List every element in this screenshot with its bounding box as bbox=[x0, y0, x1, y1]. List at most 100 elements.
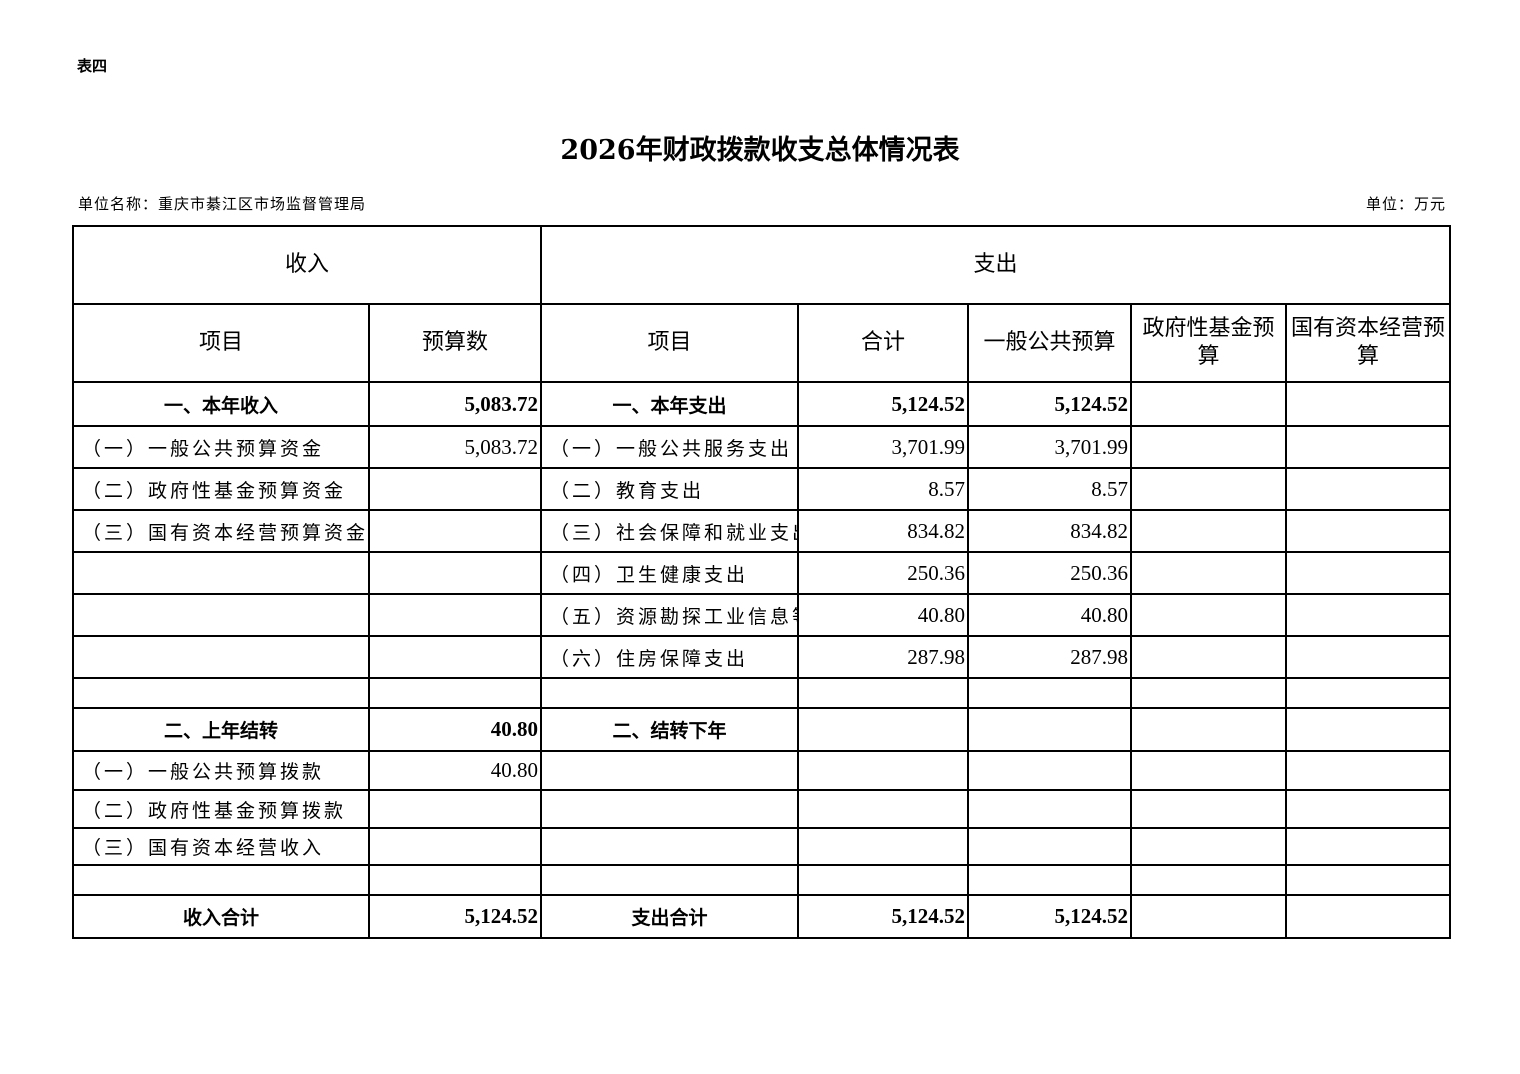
expense-total: 834.82 bbox=[797, 509, 970, 553]
col-budget: 预算数 bbox=[367, 303, 543, 383]
income-value: 40.80 bbox=[367, 750, 543, 791]
state-budget bbox=[1285, 894, 1452, 939]
fund-budget bbox=[1130, 551, 1288, 595]
income-item bbox=[72, 677, 370, 709]
income-item: 一、本年收入 bbox=[72, 381, 370, 427]
general-budget: 834.82 bbox=[967, 509, 1133, 553]
table-row: （二）政府性基金预算资金 （二）教育支出 8.57 8.57 bbox=[72, 467, 1452, 511]
state-budget bbox=[1285, 635, 1452, 679]
expense-item bbox=[540, 750, 800, 791]
state-budget bbox=[1285, 509, 1452, 553]
general-budget bbox=[967, 827, 1133, 866]
expense-total bbox=[797, 789, 970, 829]
table-row: （二）政府性基金预算拨款 bbox=[72, 789, 1452, 829]
page-title: 2026年财政拨款收支总体情况表 bbox=[560, 135, 960, 166]
state-budget bbox=[1285, 467, 1452, 511]
expense-item: （二）教育支出 bbox=[540, 467, 800, 511]
state-budget bbox=[1285, 864, 1452, 896]
income-item: 二、上年结转 bbox=[72, 707, 370, 752]
income-value bbox=[367, 467, 543, 511]
col-item: 项目 bbox=[72, 303, 370, 383]
fund-budget bbox=[1130, 827, 1288, 866]
income-item: （二）政府性基金预算拨款 bbox=[72, 789, 370, 829]
expense-item bbox=[540, 677, 800, 709]
table-row: 二、上年结转 40.80 二、结转下年 bbox=[72, 707, 1452, 752]
table-row: （六）住房保障支出 287.98 287.98 bbox=[72, 635, 1452, 679]
general-budget: 3,701.99 bbox=[967, 425, 1133, 469]
income-item bbox=[72, 551, 370, 595]
expense-total: 5,124.52 bbox=[797, 381, 970, 427]
expense-total bbox=[797, 827, 970, 866]
expense-item: 一、本年支出 bbox=[540, 381, 800, 427]
fund-budget bbox=[1130, 894, 1288, 939]
general-budget: 287.98 bbox=[967, 635, 1133, 679]
state-budget bbox=[1285, 551, 1452, 595]
state-budget bbox=[1285, 381, 1452, 427]
fund-budget bbox=[1130, 635, 1288, 679]
income-item: （二）政府性基金预算资金 bbox=[72, 467, 370, 511]
state-budget bbox=[1285, 707, 1452, 752]
table-row: 一、本年收入 5,083.72 一、本年支出 5,124.52 5,124.52 bbox=[72, 381, 1452, 427]
state-budget bbox=[1285, 827, 1452, 866]
table-row bbox=[72, 864, 1452, 896]
fund-budget bbox=[1130, 381, 1288, 427]
unit-name: 单位名称：重庆市綦江区市场监督管理局 bbox=[78, 195, 367, 213]
income-value bbox=[367, 593, 543, 637]
income-value bbox=[367, 864, 543, 896]
expense-item: （一）一般公共服务支出 bbox=[540, 425, 800, 469]
table-row: （五）资源勘探工业信息等 40.80 40.80 bbox=[72, 593, 1452, 637]
income-header: 收入 bbox=[71, 225, 543, 305]
income-value bbox=[367, 509, 543, 553]
fund-budget bbox=[1130, 789, 1288, 829]
general-budget bbox=[967, 677, 1133, 709]
income-item bbox=[72, 635, 370, 679]
col-total: 合计 bbox=[797, 303, 970, 383]
expense-item bbox=[540, 827, 800, 866]
expense-header: 支出 bbox=[540, 225, 1452, 305]
expense-item: 支出合计 bbox=[540, 894, 800, 939]
expense-item bbox=[540, 789, 800, 829]
income-value: 5,124.52 bbox=[367, 894, 543, 939]
income-item: （三）国有资本经营预算资金 bbox=[72, 509, 370, 553]
expense-total bbox=[797, 707, 970, 752]
fund-budget bbox=[1130, 467, 1288, 511]
fund-budget bbox=[1130, 425, 1288, 469]
income-value: 5,083.72 bbox=[367, 425, 543, 469]
general-budget: 5,124.52 bbox=[967, 381, 1133, 427]
income-item: （一）一般公共预算资金 bbox=[72, 425, 370, 469]
income-item: 收入合计 bbox=[72, 894, 370, 939]
table-row: （一）一般公共预算拨款 40.80 bbox=[72, 750, 1452, 791]
col-fund: 政府性基金预算 bbox=[1130, 303, 1288, 383]
expense-item: 二、结转下年 bbox=[540, 707, 800, 752]
general-budget bbox=[967, 707, 1133, 752]
expense-total: 40.80 bbox=[797, 593, 970, 637]
table-row: （三）国有资本经营收入 bbox=[72, 827, 1452, 866]
col-general: 一般公共预算 bbox=[967, 303, 1133, 383]
table-row: （三）国有资本经营预算资金 （三）社会保障和就业支出 834.82 834.82 bbox=[72, 509, 1452, 553]
general-budget: 250.36 bbox=[967, 551, 1133, 595]
income-value bbox=[367, 827, 543, 866]
expense-item: （四）卫生健康支出 bbox=[540, 551, 800, 595]
general-budget bbox=[967, 750, 1133, 791]
income-value bbox=[367, 635, 543, 679]
table-row: 收入合计 5,124.52 支出合计 5,124.52 5,124.52 bbox=[72, 894, 1452, 939]
fund-budget bbox=[1130, 509, 1288, 553]
expense-total: 250.36 bbox=[797, 551, 970, 595]
expense-total: 3,701.99 bbox=[797, 425, 970, 469]
table-row: （一）一般公共预算资金 5,083.72 （一）一般公共服务支出 3,701.99 3,… bbox=[72, 425, 1452, 469]
fund-budget bbox=[1130, 707, 1288, 752]
fund-budget bbox=[1130, 677, 1288, 709]
general-budget: 8.57 bbox=[967, 467, 1133, 511]
col-item2: 项目 bbox=[540, 303, 800, 383]
income-value: 5,083.72 bbox=[367, 381, 543, 427]
income-value bbox=[367, 677, 543, 709]
expense-total bbox=[797, 864, 970, 896]
general-budget bbox=[967, 789, 1133, 829]
income-value bbox=[367, 789, 543, 829]
state-budget bbox=[1285, 750, 1452, 791]
table-tag: 表四 bbox=[77, 57, 108, 75]
state-budget bbox=[1285, 677, 1452, 709]
income-item: （三）国有资本经营收入 bbox=[72, 827, 370, 866]
expense-item: （六）住房保障支出 bbox=[540, 635, 800, 679]
income-item bbox=[72, 864, 370, 896]
